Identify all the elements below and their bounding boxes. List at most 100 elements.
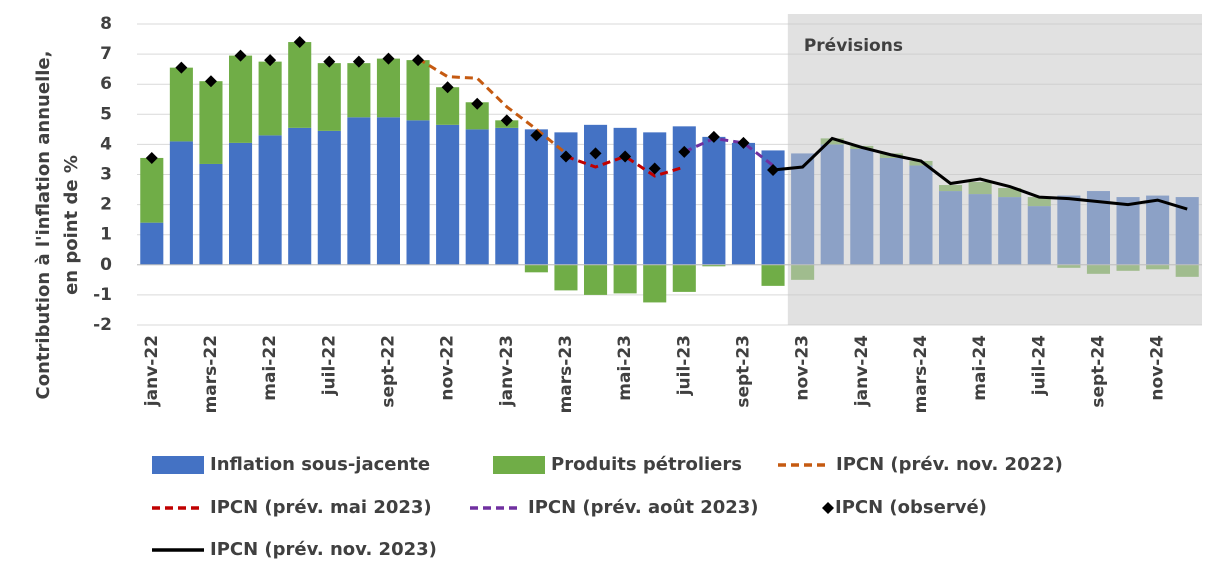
bar (199, 163, 223, 265)
x-tick-label: mars-24 (911, 335, 931, 414)
forecast-shading (787, 14, 1202, 325)
y-tick-label: 8 (100, 14, 112, 34)
bar (169, 141, 193, 265)
bar (258, 61, 282, 136)
x-tick-label: janv-22 (142, 335, 162, 407)
line (565, 154, 685, 178)
x-tick-label: sept-24 (1088, 335, 1108, 408)
legend-item: Produits pétroliers (493, 454, 742, 475)
legend-label: IPCN (prév. août 2023) (528, 497, 759, 518)
marker (382, 52, 395, 65)
line (772, 136, 1188, 211)
bar (495, 127, 519, 265)
x-tick-label: janv-24 (852, 335, 872, 407)
x-tick-label: sept-22 (378, 335, 398, 408)
x-tick-label: mai-23 (615, 335, 635, 401)
bar (288, 42, 312, 128)
bar (229, 55, 253, 143)
bar (376, 58, 400, 118)
marker (204, 75, 217, 88)
bar (702, 264, 726, 267)
bar (584, 264, 608, 295)
bar (258, 135, 282, 265)
y-tick-label: 5 (100, 104, 112, 124)
x-tick-label: mars-23 (556, 335, 576, 413)
y-tick-label: 1 (100, 225, 112, 245)
x-tick-label: mai-24 (970, 335, 990, 401)
y-tick-label: -1 (93, 285, 112, 305)
bar (554, 132, 578, 265)
marker (441, 81, 454, 94)
marker (412, 54, 425, 67)
bar (376, 117, 400, 265)
bar (554, 264, 578, 291)
marker (145, 151, 158, 164)
x-tick-label: nov-23 (793, 335, 813, 401)
marker (648, 162, 661, 175)
bar (643, 132, 667, 265)
bar (584, 124, 608, 265)
bar (347, 117, 371, 265)
marker (175, 61, 188, 74)
marker (559, 150, 572, 163)
line (683, 136, 774, 167)
y-tick-label: 7 (100, 44, 112, 64)
bar (672, 264, 696, 292)
bar (199, 81, 223, 164)
legend-item: IPCN (observé) (822, 497, 987, 518)
legend-label: Produits pétroliers (551, 454, 742, 475)
bar (465, 102, 489, 130)
marker (678, 145, 691, 158)
legend-swatch (493, 456, 545, 474)
annotation: Prévisions (804, 36, 903, 56)
bar (229, 142, 253, 265)
x-tick-label: nov-22 (438, 335, 458, 401)
marker (264, 54, 277, 67)
bar (436, 124, 460, 265)
bar (613, 127, 637, 265)
bar (761, 264, 785, 286)
marker (737, 136, 750, 149)
legend-item: IPCN (prév. mai 2023) (152, 497, 432, 518)
bar (643, 264, 667, 303)
marker (619, 150, 632, 163)
bar (347, 63, 371, 118)
y-axis-title: Contribution à l'inflation annuelle, (33, 51, 54, 400)
legend-label: IPCN (observé) (835, 497, 987, 518)
bar (317, 130, 341, 265)
legend-item: IPCN (prév. nov. 2022) (778, 454, 1063, 475)
x-tick-label: juil-24 (1029, 335, 1049, 396)
bar (524, 264, 548, 273)
bar (465, 129, 489, 265)
marker (471, 97, 484, 110)
legend-label: IPCN (prév. nov. 2023) (210, 539, 437, 560)
y-tick-label: 3 (100, 165, 112, 185)
legend-item: IPCN (prév. nov. 2023) (152, 539, 437, 560)
marker (234, 49, 247, 62)
marker (500, 114, 513, 127)
bar (169, 67, 193, 142)
legend-label: IPCN (prév. nov. 2022) (836, 454, 1063, 475)
bar (436, 87, 460, 125)
bar (406, 60, 430, 121)
bar (317, 63, 341, 131)
marker (293, 36, 306, 49)
y-tick-label: 6 (100, 74, 112, 94)
bar (406, 120, 430, 265)
bar (761, 150, 785, 265)
x-tick-label: juil-22 (319, 335, 339, 396)
y-tick-label: 0 (100, 255, 112, 275)
x-tick-label: mai-22 (260, 335, 280, 401)
marker (323, 55, 336, 68)
bar (524, 129, 548, 265)
x-tick-label: juil-23 (674, 335, 694, 396)
marker (530, 129, 543, 142)
bar (140, 222, 164, 265)
legend-swatch (152, 456, 204, 474)
marker (589, 147, 602, 160)
bar (613, 264, 637, 294)
marker (352, 55, 365, 68)
x-tick-label: mars-22 (201, 335, 221, 413)
bar (288, 127, 312, 265)
